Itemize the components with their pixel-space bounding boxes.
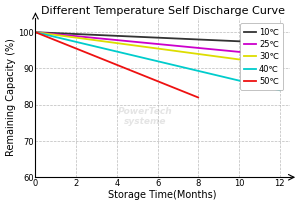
Y-axis label: Remaining Capacity (%): Remaining Capacity (%) bbox=[6, 39, 16, 156]
Text: PowerTech
systeme: PowerTech systeme bbox=[118, 107, 172, 126]
Legend: 10℃, 25℃, 30℃, 40℃, 50℃: 10℃, 25℃, 30℃, 40℃, 50℃ bbox=[240, 23, 283, 90]
Title: Different Temperature Self Discharge Curve: Different Temperature Self Discharge Cur… bbox=[41, 6, 285, 16]
X-axis label: Storage Time(Months): Storage Time(Months) bbox=[108, 190, 217, 200]
50℃ bbox=[196, 96, 200, 99]
50℃ bbox=[34, 31, 37, 33]
Line: 50℃: 50℃ bbox=[35, 32, 198, 97]
